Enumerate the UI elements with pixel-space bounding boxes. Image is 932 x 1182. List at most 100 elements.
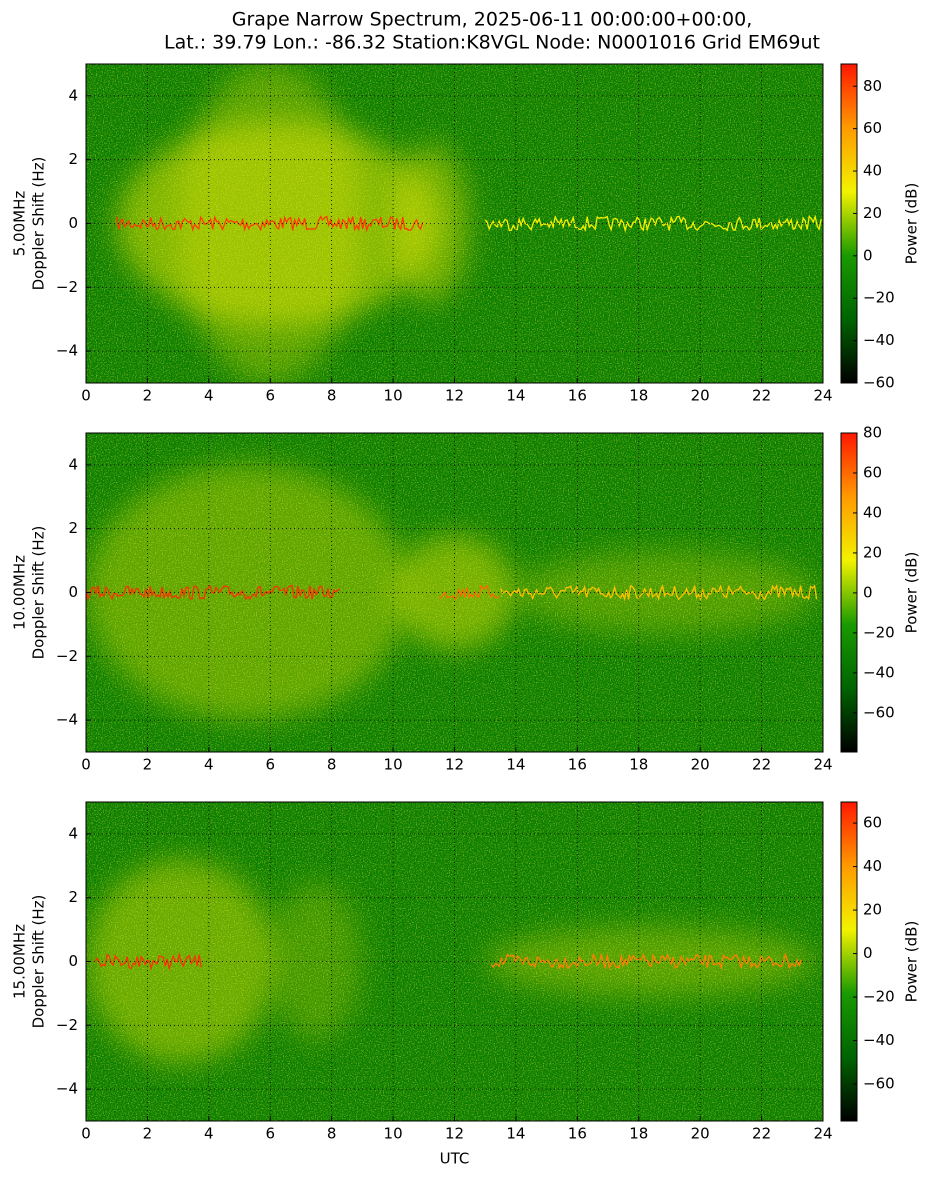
y-tick-label: 2	[68, 519, 78, 537]
x-tick-label: 12	[445, 387, 464, 405]
x-tick-label: 0	[81, 1125, 91, 1143]
y-tick-label: −4	[56, 1080, 78, 1098]
colorbar	[840, 801, 858, 1122]
carrier-trace	[439, 584, 500, 601]
colorbar-tick-label: −20	[863, 988, 895, 1006]
title-line: Lat.: 39.79 Lon.: -86.32 Station:K8VGL N…	[164, 32, 820, 54]
y-tick-label: −4	[56, 711, 78, 729]
y-axis-label: 10.00MHz	[11, 555, 29, 630]
x-tick-label: 20	[691, 1125, 710, 1143]
x-tick-label: 4	[204, 387, 214, 405]
x-tick-label: 20	[691, 387, 710, 405]
carrier-trace	[116, 215, 424, 233]
x-axis-label: UTC	[440, 1150, 470, 1168]
x-tick-label: 4	[204, 756, 214, 774]
y-axis-label: 5.00MHz	[11, 191, 29, 257]
colorbar-tick-label: 80	[863, 77, 882, 95]
x-tick-label: 8	[327, 1125, 337, 1143]
colorbar-label: Power (dB)	[903, 183, 921, 265]
carrier-trace	[484, 214, 822, 233]
y-tick-label: −2	[56, 647, 78, 665]
title-line: Grape Narrow Spectrum, 2025-06-11 00:00:…	[232, 9, 753, 31]
x-tick-label: 6	[265, 1125, 275, 1143]
x-tick-label: 10	[384, 756, 403, 774]
y-tick-label: 2	[68, 888, 78, 906]
carrier-trace	[94, 952, 202, 971]
carrier-trace	[86, 584, 341, 601]
colorbar-tick-label: 20	[863, 204, 882, 222]
colorbar-tick-label: 20	[863, 901, 882, 919]
colorbar-tick-label: −40	[863, 1031, 895, 1049]
y-tick-label: −2	[56, 1016, 78, 1034]
y-tick-label: −4	[56, 342, 78, 360]
colorbar-tick-label: 40	[863, 162, 882, 180]
x-tick-label: 16	[568, 1125, 587, 1143]
spectrogram-image	[86, 64, 823, 383]
colorbar-label: Power (dB)	[903, 552, 921, 634]
x-tick-label: 8	[327, 756, 337, 774]
colorbar-tick-label: 60	[863, 119, 882, 137]
y-tick-label: 0	[68, 214, 78, 232]
carrier-trace	[490, 952, 802, 971]
x-tick-label: 22	[752, 756, 771, 774]
x-tick-label: 8	[327, 387, 337, 405]
x-tick-label: 22	[752, 387, 771, 405]
colorbar-tick-label: 80	[863, 424, 882, 442]
y-tick-label: −2	[56, 278, 78, 296]
colorbar-tick-label: −40	[863, 663, 895, 681]
y-tick-label: 4	[68, 86, 78, 104]
y-axis-label: 15.00MHz	[11, 924, 29, 999]
plot-frame	[85, 432, 824, 753]
colorbar-tick-label: 60	[863, 463, 882, 481]
colorbar-tick-label: 0	[863, 944, 873, 962]
x-tick-label: 0	[81, 387, 91, 405]
x-tick-label: 18	[629, 756, 648, 774]
colorbar-label: Power (dB)	[903, 921, 921, 1003]
colorbar-tick-label: 0	[863, 583, 873, 601]
colorbar-tick-label: 60	[863, 814, 882, 832]
colorbar-tick-label: 20	[863, 543, 882, 561]
colorbar	[840, 63, 858, 384]
y-tick-label: 2	[68, 150, 78, 168]
x-tick-label: 14	[506, 756, 525, 774]
x-tick-label: 24	[813, 387, 832, 405]
x-tick-label: 12	[445, 1125, 464, 1143]
x-tick-label: 0	[81, 756, 91, 774]
x-tick-label: 2	[143, 1125, 153, 1143]
y-tick-label: 4	[68, 455, 78, 473]
y-axis-label: Doppler Shift (Hz)	[30, 157, 48, 291]
colorbar-tick-label: 40	[863, 503, 882, 521]
x-tick-label: 2	[143, 756, 153, 774]
colorbar-tick-label: −40	[863, 331, 895, 349]
x-tick-label: 6	[265, 756, 275, 774]
colorbar-tick-label: −20	[863, 289, 895, 307]
colorbar-tick-label: −60	[863, 1075, 895, 1093]
plot-frame	[85, 63, 824, 384]
y-tick-label: 4	[68, 824, 78, 842]
x-tick-label: 20	[691, 756, 710, 774]
x-tick-label: 14	[506, 387, 525, 405]
carrier-trace	[499, 583, 818, 602]
y-axis-label: Doppler Shift (Hz)	[30, 895, 48, 1029]
y-axis-label: Doppler Shift (Hz)	[30, 526, 48, 660]
colorbar-tick-label: −20	[863, 623, 895, 641]
x-tick-label: 4	[204, 1125, 214, 1143]
y-tick-label: 0	[68, 952, 78, 970]
x-tick-label: 22	[752, 1125, 771, 1143]
x-tick-label: 10	[384, 387, 403, 405]
x-tick-label: 18	[629, 387, 648, 405]
x-tick-label: 18	[629, 1125, 648, 1143]
x-tick-label: 16	[568, 756, 587, 774]
x-tick-label: 24	[813, 1125, 832, 1143]
plot-frame	[85, 801, 824, 1122]
y-tick-label: 0	[68, 583, 78, 601]
colorbar-tick-label: −60	[863, 703, 895, 721]
colorbar-tick-label: −60	[863, 374, 895, 392]
colorbar-tick-label: 0	[863, 246, 873, 264]
x-tick-label: 14	[506, 1125, 525, 1143]
x-tick-label: 10	[384, 1125, 403, 1143]
x-tick-label: 2	[143, 387, 153, 405]
x-tick-label: 12	[445, 756, 464, 774]
x-tick-label: 24	[813, 756, 832, 774]
